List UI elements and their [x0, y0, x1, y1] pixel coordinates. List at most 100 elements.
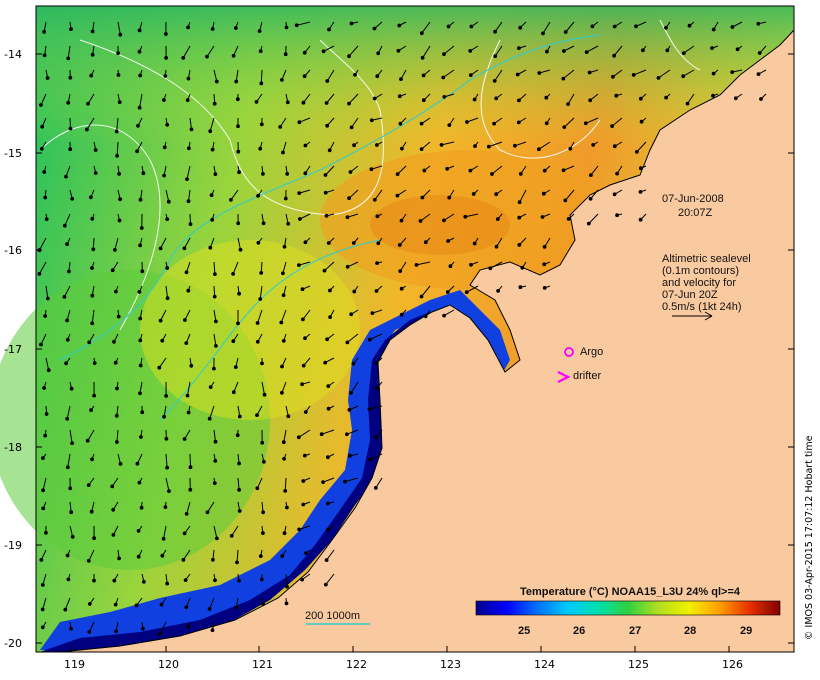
velocity-arrow-head	[297, 527, 302, 532]
land-mass	[60, 6, 794, 652]
velocity-arrow	[64, 597, 71, 610]
velocity-arrow-head	[352, 143, 357, 148]
velocity-arrow	[494, 45, 503, 57]
velocity-arrow-head	[730, 70, 735, 74]
velocity-arrow-head	[256, 240, 261, 245]
velocity-arrow-head	[89, 509, 94, 514]
velocity-arrow-head	[234, 605, 239, 610]
velocity-arrow-head	[138, 391, 142, 396]
velocity-arrow-head	[447, 195, 452, 200]
velocity-arrow-head	[118, 32, 123, 37]
velocity-arrow-head	[255, 339, 260, 344]
velocity-arrow-head	[40, 124, 45, 129]
velocity-arrow-head	[442, 95, 447, 99]
velocity-arrow-head	[212, 294, 217, 299]
velocity-arrow-head	[325, 123, 330, 128]
velocity-arrow-head	[638, 217, 643, 222]
velocity-arrow-head	[325, 337, 330, 342]
velocity-arrow-head	[612, 53, 616, 58]
velocity-arrow-head	[137, 480, 142, 485]
velocity-arrow-head	[233, 365, 238, 370]
velocity-arrow-head	[302, 50, 307, 55]
velocity-arrow-head	[664, 95, 668, 100]
velocity-arrow-head	[40, 583, 45, 587]
velocity-arrow-head	[205, 54, 209, 59]
velocity-arrow	[564, 189, 575, 201]
velocity-arrow-head	[137, 290, 142, 294]
velocity-arrow-head	[42, 53, 47, 58]
velocity-arrow-head	[65, 242, 69, 247]
velocity-arrow-head	[280, 78, 284, 82]
velocity-arrow-head	[562, 125, 567, 129]
velocity-arrow-head	[518, 25, 523, 30]
velocity-arrow-head	[634, 24, 638, 29]
velocity-arrow-head	[188, 465, 193, 470]
velocity-arrow-head	[494, 244, 499, 249]
velocity-arrow-head	[37, 272, 42, 276]
velocity-arrow-head	[324, 213, 329, 218]
velocity-arrow-head	[238, 247, 243, 252]
lat-tick-label: -15	[4, 147, 22, 160]
velocity-arrow-head	[544, 121, 549, 126]
velocity-arrow-head	[68, 75, 73, 80]
velocity-arrow-head	[236, 124, 240, 129]
velocity-arrow-head	[44, 412, 49, 416]
velocity-arrow	[590, 165, 599, 176]
velocity-arrow	[281, 381, 287, 393]
velocity-arrow	[42, 477, 47, 491]
velocity-arrow-head	[423, 240, 428, 245]
velocity-arrow-head	[46, 368, 51, 373]
velocity-arrow	[494, 69, 503, 82]
velocity-arrow-head	[237, 414, 242, 419]
velocity-arrow-head	[116, 51, 120, 55]
velocity-arrow-head	[711, 27, 716, 32]
velocity-arrow-head	[685, 101, 690, 106]
altimetry-note-line: Altimetric sealevel	[662, 253, 751, 265]
velocity-arrow	[88, 549, 95, 562]
velocity-arrow-head	[70, 196, 75, 201]
velocity-arrow-head	[159, 602, 164, 607]
velocity-arrow	[588, 213, 599, 224]
velocity-arrow-head	[185, 98, 190, 102]
velocity-arrow-head	[186, 76, 191, 81]
velocity-arrow-head	[92, 361, 97, 366]
velocity-arrow-head	[39, 342, 43, 347]
velocity-arrow-head	[90, 266, 94, 270]
velocity-arrow-head	[209, 193, 214, 198]
velocity-arrow	[63, 285, 71, 298]
drifter-label: drifter	[573, 370, 601, 382]
velocity-arrow-head	[42, 30, 46, 34]
velocity-arrow	[116, 117, 119, 132]
velocity-arrow	[69, 429, 73, 444]
velocity-arrow-head	[373, 486, 378, 490]
velocity-arrow-head	[63, 607, 68, 612]
altimetry-note-line: and velocity for	[662, 277, 736, 289]
velocity-arrow-head	[518, 172, 523, 176]
velocity-arrow-head	[367, 337, 372, 342]
velocity-arrow-head	[210, 628, 215, 633]
velocity-arrow-head	[345, 264, 350, 269]
velocity-arrow	[538, 141, 551, 150]
velocity-arrow-head	[140, 410, 145, 415]
velocity-arrow-head	[468, 168, 473, 173]
velocity-arrow	[158, 357, 167, 368]
velocity-arrow	[280, 309, 287, 323]
velocity-arrow-head	[730, 25, 735, 29]
velocity-arrow-head	[261, 221, 266, 226]
drifter-marker	[557, 371, 571, 383]
argo-label: Argo	[580, 346, 603, 358]
velocity-arrow-head	[62, 223, 67, 228]
velocity-arrow	[42, 597, 47, 610]
velocity-arrow-head	[90, 293, 95, 298]
velocity-arrow-head	[90, 29, 95, 34]
velocity-arrow	[165, 453, 168, 468]
velocity-arrow-head	[710, 46, 714, 50]
velocity-arrow-head	[166, 199, 171, 204]
velocity-arrow-head	[205, 510, 210, 515]
velocity-arrow-head	[327, 27, 331, 32]
velocity-arrow	[441, 141, 455, 146]
velocity-arrow	[116, 141, 119, 156]
velocity-arrow	[420, 213, 431, 222]
velocity-arrow-head	[615, 171, 619, 176]
velocity-arrow-head	[165, 122, 170, 127]
